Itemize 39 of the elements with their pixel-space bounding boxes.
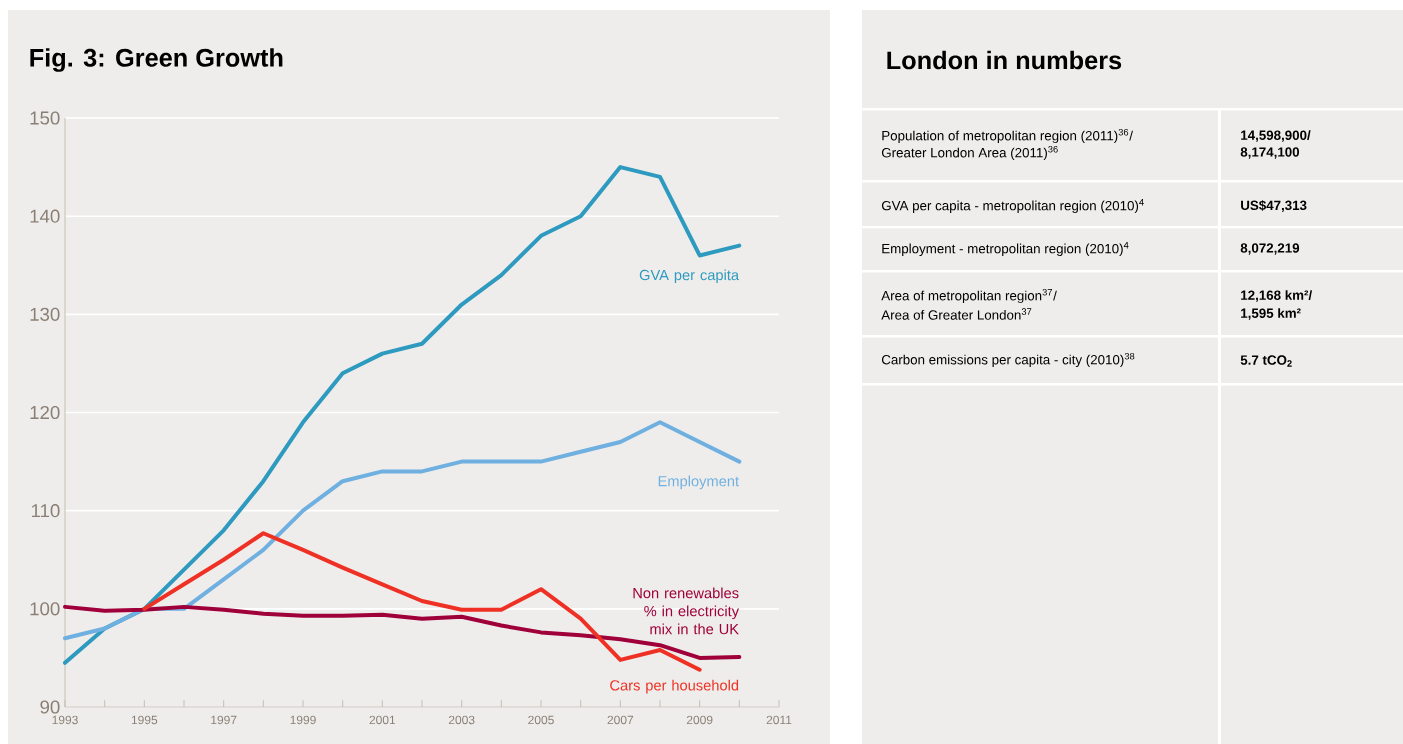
text: 8,174,100 [1240, 147, 1300, 159]
text: US$47,313 [1241, 200, 1307, 212]
x-tick-label: 1995 [131, 715, 158, 725]
text: Employment - metropolitan region (2010)$^{4}$ [882, 241, 1129, 256]
x-tick-label: 2011 [766, 715, 792, 725]
text: Greater London Area (2011)$^{36}$ [881, 145, 1058, 161]
text: GVA per capita - metropolitan region (2010)$^{4}$ [881, 198, 1144, 213]
x-tick-label: 1997 [211, 715, 237, 725]
text: Area of Greater London$^{37}$ [881, 308, 1032, 320]
x-tick-label: 2001 [369, 715, 396, 725]
text: 8,072,219 [1240, 243, 1300, 255]
y-tick-label: 140 [30, 209, 60, 223]
x-tick-label: 1999 [290, 715, 316, 725]
series-label: Cars per household [610, 679, 739, 694]
x-tick-label: 2007 [607, 715, 634, 725]
line-series [63, 165, 742, 665]
text: Carbon emissions per capita - city (2010)$^{38}$ [881, 352, 1135, 368]
text: 1,595 km² [1241, 308, 1301, 320]
x-tick-label: 2005 [528, 715, 554, 725]
text: 12,168 km²/ [1241, 290, 1313, 302]
x-tick-label: 2009 [686, 715, 713, 725]
text: Area of metropolitan region$^{37}$/ [881, 288, 1057, 304]
y-tick-label: 150 [30, 111, 60, 125]
series-label: Non renewables % in electricity mix in the UK [633, 587, 740, 635]
text: 14,598,900/ [1241, 130, 1311, 142]
y-tick-label: 100 [30, 602, 60, 616]
x-tick-label: 1993 [52, 715, 78, 725]
series-label: Employment [658, 475, 739, 490]
x-tick-label: 2003 [448, 715, 475, 725]
text: London in numbers [887, 50, 1122, 70]
y-tick-label: 130 [30, 307, 60, 321]
chart-title: Fig. 3: Green Growth [30, 48, 283, 72]
y-tick-label: 120 [30, 405, 60, 420]
text: Population of metropolitan region (2011)$^{36}$/ [882, 128, 1133, 144]
line-series [63, 604, 742, 660]
y-tick-label: 90 [40, 700, 60, 714]
series-label: GVA per capita [639, 269, 740, 284]
text: 5.7 tCO$_{2}$ [1240, 355, 1292, 367]
y-tick-label: 110 [31, 504, 60, 518]
